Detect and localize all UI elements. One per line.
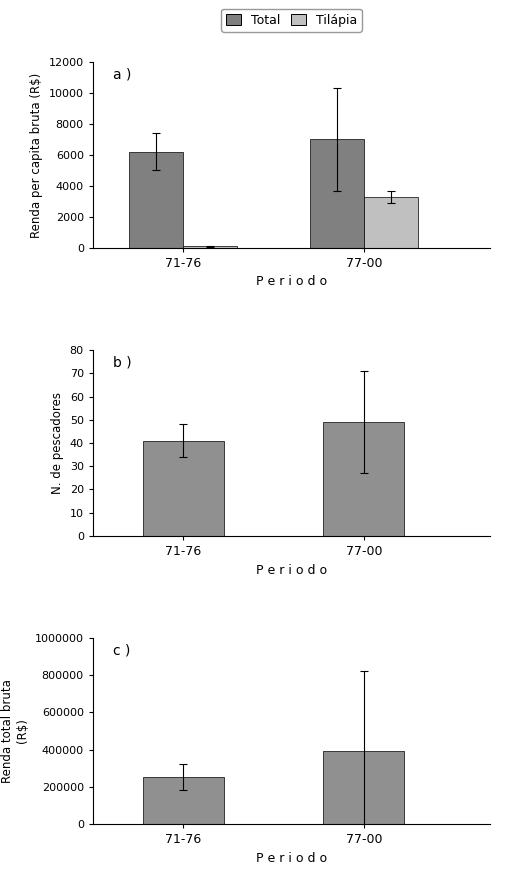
Text: b ): b ) [112,355,132,369]
Y-axis label: Renda total bruta
(R$): Renda total bruta (R$) [2,680,29,783]
Legend: Total, Tilápia: Total, Tilápia [221,9,362,32]
Text: c ): c ) [112,644,130,657]
Bar [129,152,183,248]
X-axis label: P e r i o d o: P e r i o d o [256,276,327,289]
Text: a ): a ) [112,67,131,82]
Bar [364,197,418,248]
Bar [323,750,405,824]
Bar [142,440,224,536]
Y-axis label: N. de pescadores: N. de pescadores [51,392,64,494]
Bar [142,777,224,824]
Bar [323,422,405,536]
Bar [183,246,237,248]
Bar [310,139,364,248]
X-axis label: P e r i o d o: P e r i o d o [256,851,327,865]
X-axis label: P e r i o d o: P e r i o d o [256,563,327,577]
Y-axis label: Renda per capita bruta (R$): Renda per capita bruta (R$) [30,73,43,237]
